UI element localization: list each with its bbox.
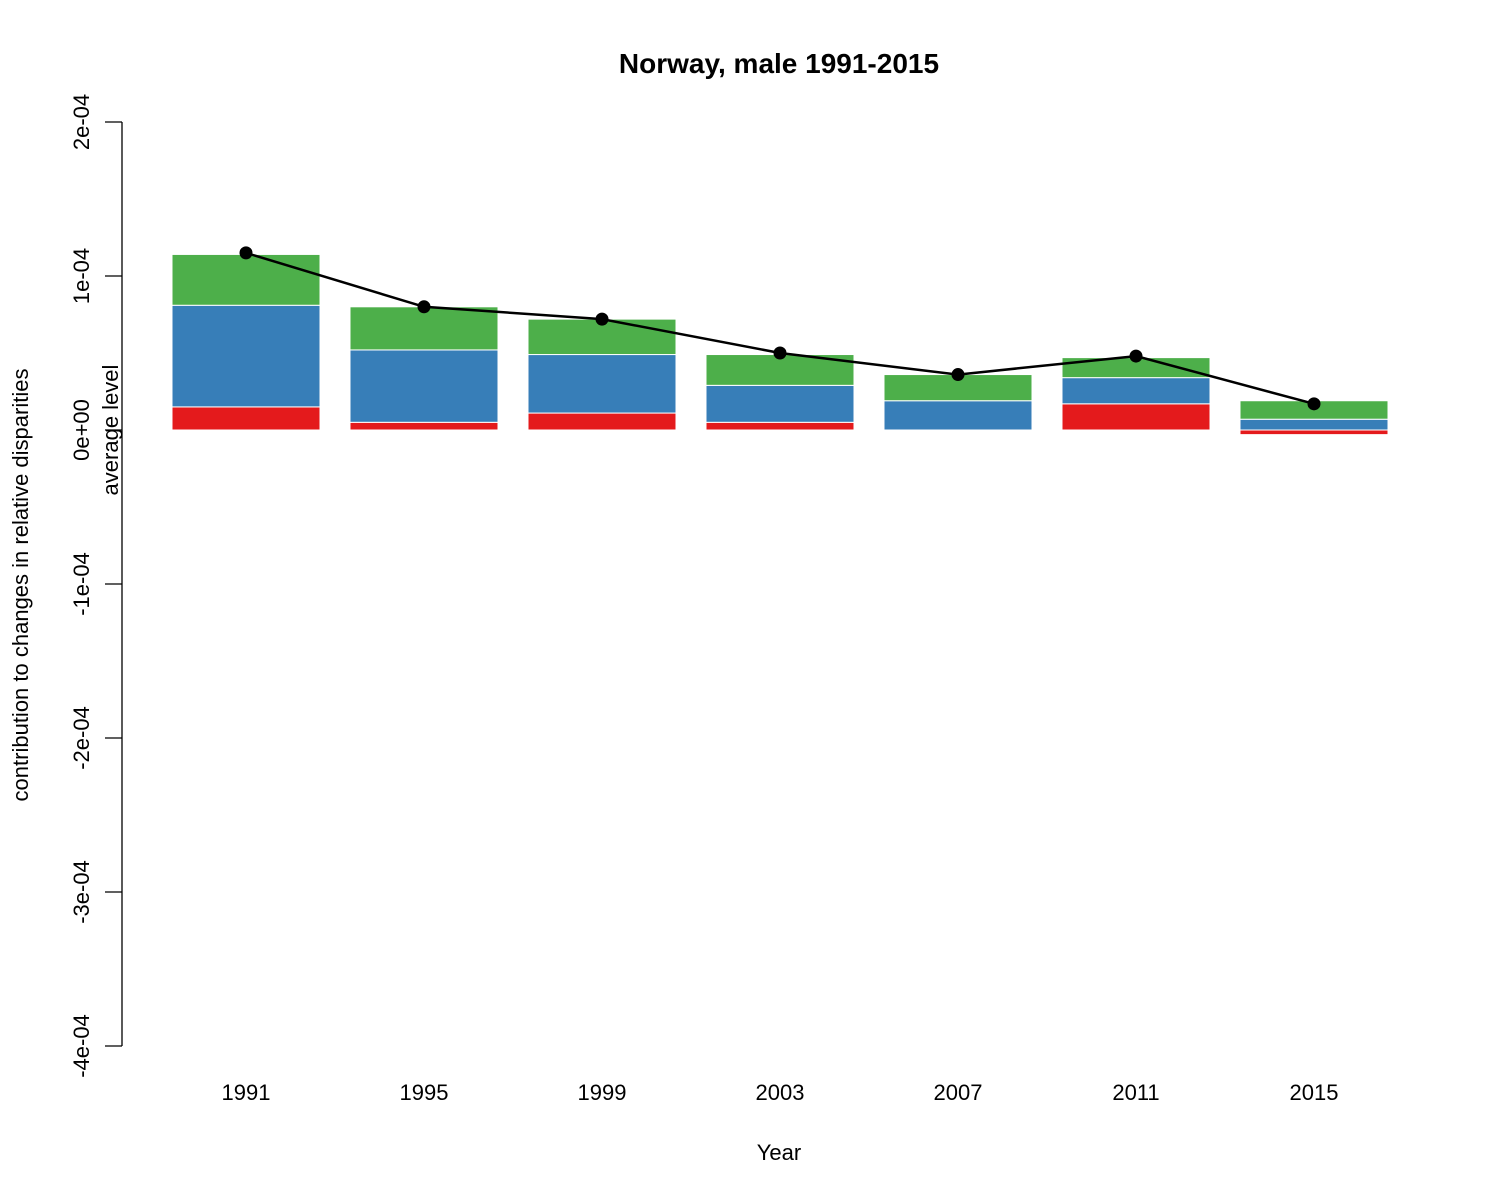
bar-segment [1061, 403, 1211, 431]
y-tick-label: -3e-04 [69, 860, 94, 924]
bar-segment [349, 349, 499, 423]
x-tick-labels: 1991 1995 1999 2003 2007 2011 2015 [222, 1080, 1339, 1105]
bar-segment [171, 406, 321, 431]
bar-segment [171, 304, 321, 408]
y-tick-label: -4e-04 [69, 1014, 94, 1078]
bar-segment [705, 384, 855, 423]
bar-segment [705, 421, 855, 431]
x-tick-label: 2011 [1112, 1080, 1159, 1105]
y-axis: -4e-04 -3e-04 -2e-04 -1e-04 0e+00 1e-04 2e-04 [69, 94, 123, 1078]
average-level-point [951, 368, 965, 382]
bar-segment [1239, 418, 1389, 431]
y-tick-label: -2e-04 [69, 706, 94, 770]
y-tick-label: 2e-04 [69, 94, 94, 150]
y-tick-label: 0e+00 [69, 399, 94, 461]
average-level-point [773, 346, 787, 360]
bar-segment [527, 354, 677, 414]
average-level-point [595, 312, 609, 326]
x-tick-label: 1995 [400, 1080, 449, 1105]
bar-segment [1239, 429, 1389, 436]
bar-segment [349, 421, 499, 431]
bars [171, 253, 1389, 436]
x-tick-label: 2007 [934, 1080, 983, 1105]
average-level-point [417, 300, 431, 314]
y-tick-label: 1e-04 [69, 248, 94, 304]
average-level-point [1307, 397, 1321, 411]
bar-segment [171, 253, 321, 306]
y-tick-label: -1e-04 [69, 552, 94, 616]
average-level-point [1129, 349, 1143, 363]
x-tick-label: 1991 [222, 1080, 271, 1105]
average-level-label: average level [98, 365, 123, 496]
x-tick-label: 2003 [756, 1080, 805, 1105]
bar-segment [883, 400, 1033, 431]
x-axis-label: Year [757, 1140, 801, 1165]
x-tick-label: 2015 [1290, 1080, 1339, 1105]
x-tick-label: 1999 [578, 1080, 627, 1105]
bar-segment [349, 306, 499, 351]
average-level-point [239, 246, 253, 260]
average-level-series [239, 246, 1321, 411]
y-axis-label: contribution to changes in relative disp… [8, 369, 33, 802]
bar-segment [1061, 377, 1211, 405]
bar-segment [527, 412, 677, 431]
chart-title: Norway, male 1991-2015 [619, 48, 939, 79]
